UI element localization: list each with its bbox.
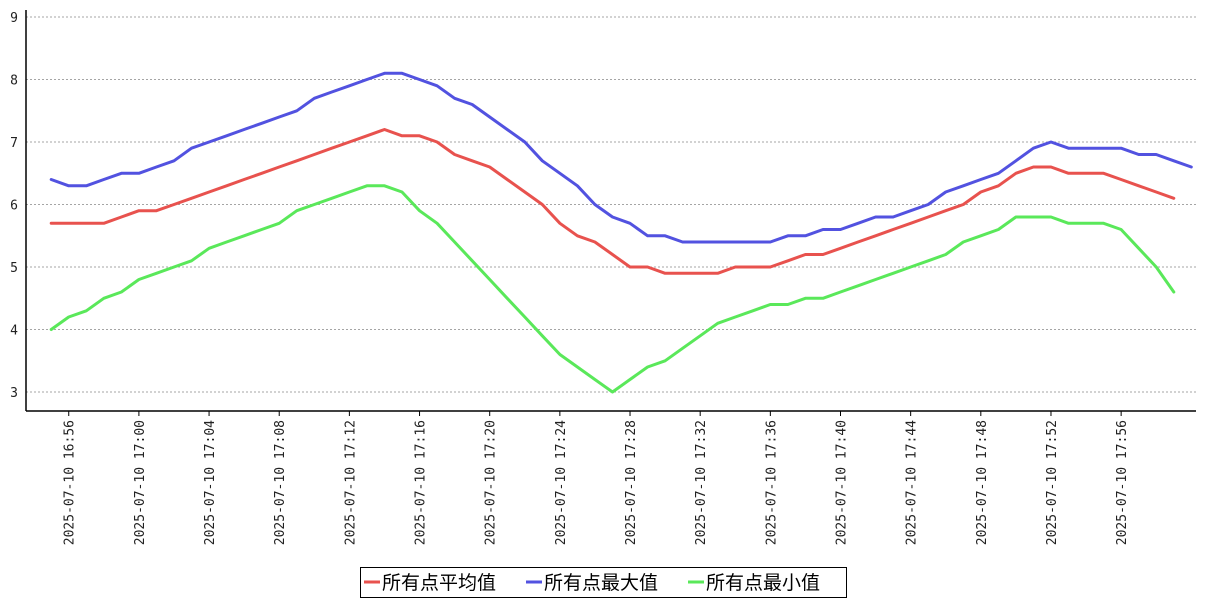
y-tick-label: 8: [10, 74, 18, 89]
legend[interactable]: 所有点平均值 所有点最大值 所有点最小值: [360, 567, 847, 598]
x-tick-labels: 2025-07-10 16:56 2025-07-10 17:00 2025-07-…: [63, 411, 1130, 545]
x-tick-label: 2025-07-10 17:36: [764, 420, 779, 545]
x-tick-label: 2025-07-10 17:56: [1115, 420, 1130, 545]
x-tick-label: 2025-07-10 17:32: [694, 420, 709, 545]
legend-item[interactable]: 所有点平均值: [364, 572, 496, 594]
legend-item[interactable]: 所有点最大值: [526, 572, 658, 594]
x-tick-label: 2025-07-10 17:52: [1045, 420, 1060, 545]
series-line: [49, 71, 1193, 244]
x-tick-label: 2025-07-10 17:00: [133, 420, 148, 545]
y-tick-label: 3: [10, 386, 18, 401]
y-tick-label: 9: [10, 11, 18, 26]
x-tick-label: 2025-07-10 17:12: [343, 420, 358, 545]
x-tick-label: 2025-07-10 17:04: [203, 420, 218, 545]
x-tick-label: 2025-07-10 17:28: [624, 420, 639, 545]
legend-label: 所有点最大值: [544, 572, 658, 594]
y-tick-labels: 3 4 5 6 7 8 9: [10, 11, 18, 401]
legend-label: 所有点最小值: [706, 572, 820, 594]
x-tick-label: 2025-07-10 17:44: [905, 420, 920, 545]
legend-label: 所有点平均值: [382, 572, 496, 594]
y-tick-label: 6: [10, 199, 18, 214]
series-line: [49, 128, 1176, 275]
x-tick-label: 2025-07-10 17:48: [975, 420, 990, 545]
legend-item[interactable]: 所有点最小值: [688, 572, 820, 594]
legend-box: [360, 567, 847, 598]
x-tick-label: 2025-07-10 17:24: [554, 420, 569, 545]
x-tick-label: 2025-07-10 16:56: [63, 420, 78, 545]
axes: [25, 10, 1196, 412]
y-tick-label: 5: [10, 261, 18, 276]
x-tick-label: 2025-07-10 17:40: [835, 420, 850, 545]
grid-lines: [26, 16, 1196, 393]
series-line: [49, 184, 1176, 394]
y-tick-label: 7: [10, 136, 18, 151]
x-tick-label: 2025-07-10 17:16: [414, 420, 429, 545]
x-tick-label: 2025-07-10 17:08: [273, 420, 288, 545]
series-lines: [49, 71, 1193, 394]
x-tick-label: 2025-07-10 17:20: [484, 420, 499, 545]
y-tick-label: 4: [10, 324, 18, 339]
